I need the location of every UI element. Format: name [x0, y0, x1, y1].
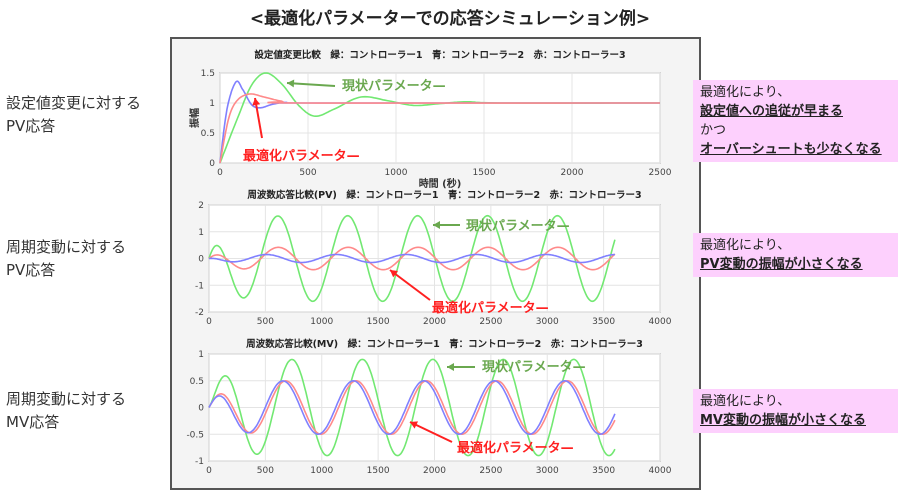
note-emphasis: オーバーシュートも少なくなる [700, 142, 882, 157]
x-tick-label: 2000 [561, 168, 584, 178]
x-tick-label: 2500 [479, 317, 502, 327]
chart-title: 周波数応答比較(MV) 緑：コントローラー1 青：コントローラー2 赤：コントロ… [246, 338, 643, 350]
current-label-1: 現状パラメータ— [342, 78, 446, 94]
y-tick-label: 0 [209, 159, 215, 169]
x-tick-label: 2500 [479, 466, 502, 476]
x-tick-label: 3500 [592, 317, 615, 327]
series-line-red [208, 246, 616, 271]
chart-1: 設定値変更比較 緑：コントローラー1 青：コントローラー2 赤：コントローラー3… [188, 49, 672, 190]
y-tick-label: -1 [195, 457, 204, 467]
y-tick-label: 1 [209, 99, 215, 109]
series-line-blue [208, 253, 615, 264]
y-tick-label: 0.5 [190, 377, 204, 387]
optimized-label-3: 最適化パラメータ— [457, 440, 574, 456]
row-label-line: MV応答 [6, 413, 60, 431]
row-label-pv-periodic: 周期変動に対する PV応答 [6, 236, 126, 282]
series-line-red [219, 93, 660, 164]
note-text: かつ [700, 123, 727, 138]
row-label-line: 周期変動に対する [6, 238, 127, 256]
x-tick-label: 500 [257, 317, 274, 327]
chart-title: 周波数応答比較(PV) 緑：コントローラー1 青：コントローラー2 赤：コントロ… [247, 189, 641, 201]
y-tick-label: 1 [198, 350, 204, 360]
x-tick-label: 1000 [310, 466, 333, 476]
current-2-arrowhead-icon [433, 221, 440, 229]
current-label-2: 現状パラメータ— [466, 218, 570, 234]
x-tick-label: 2500 [649, 168, 672, 178]
y-tick-label: 0 [198, 404, 204, 414]
note-text: 最適化により、 [700, 394, 791, 409]
x-tick-label: 1000 [310, 317, 333, 327]
y-tick-label: 2 [198, 201, 204, 211]
y-tick-label: -0.5 [186, 430, 204, 440]
row-label-line: PV応答 [6, 117, 56, 135]
row-label-line: 設定値変更に対する [6, 94, 142, 112]
row-label-line: PV応答 [6, 261, 56, 279]
current-1-arrow [286, 82, 336, 87]
x-axis-label: 時間 (秒) [419, 177, 462, 190]
chart-3: 周波数応答比較(MV) 緑：コントローラー1 青：コントローラー2 赤：コントロ… [186, 338, 671, 476]
x-tick-label: 3500 [592, 466, 615, 476]
y-axis-label: 振幅 [188, 108, 201, 128]
x-tick-label: 1500 [367, 317, 390, 327]
note-setpoint: 最適化により、 設定値への追従が早まる かつ オーバーシュートも少なくなる [693, 80, 898, 162]
y-tick-label: 1 [198, 228, 204, 238]
x-tick-label: 2000 [423, 317, 446, 327]
y-tick-label: -2 [195, 308, 204, 318]
series-line-green [208, 214, 616, 303]
optimized-3-arrowhead-icon [410, 421, 419, 429]
y-tick-label: 1.5 [201, 69, 215, 79]
note-pv: 最適化により、 PV変動の振幅が小さくなる [693, 233, 898, 277]
chart-title: 設定値変更比較 緑：コントローラー1 青：コントローラー2 赤：コントローラー3 [254, 49, 625, 61]
series-line-red [208, 379, 616, 435]
x-tick-label: 4000 [649, 317, 672, 327]
optimized-3-arrow [409, 421, 453, 443]
x-tick-label: 3000 [536, 466, 559, 476]
current-1-arrowhead-icon [287, 79, 295, 88]
y-tick-label: 0 [198, 255, 204, 265]
optimized-label-1: 最適化パラメータ— [243, 148, 360, 164]
current-3-arrowhead-icon [447, 363, 454, 371]
series-line-green [208, 358, 616, 457]
optimized-1-arrowhead-icon [252, 98, 261, 106]
optimized-2-arrow [389, 269, 431, 301]
x-tick-label: 3000 [536, 317, 559, 327]
y-tick-label: 0.5 [201, 129, 215, 139]
row-label-mv-periodic: 周期変動に対する MV応答 [6, 388, 126, 434]
note-emphasis: PV変動の振幅が小さくなる [700, 257, 863, 272]
note-emphasis: 設定値への追従が早まる [700, 104, 844, 119]
note-emphasis: MV変動の振幅が小さくなる [700, 413, 866, 428]
x-tick-label: 2000 [423, 466, 446, 476]
optimized-2-arrowhead-icon [390, 270, 398, 278]
series-line-blue [208, 379, 616, 435]
y-tick-label: -1 [195, 281, 204, 291]
page-title: <最適化パラメーターでの応答シミュレーション例> [249, 9, 651, 29]
x-tick-label: 0 [206, 317, 212, 327]
x-tick-label: 4000 [649, 466, 672, 476]
row-label-line: 周期変動に対する [6, 390, 127, 408]
x-tick-label: 500 [299, 168, 316, 178]
current-label-3: 現状パラメータ— [482, 359, 586, 375]
x-tick-label: 1500 [367, 466, 390, 476]
chart-2: 周波数応答比較(PV) 緑：コントローラー1 青：コントローラー2 赤：コントロ… [195, 189, 672, 327]
plot-area [219, 72, 661, 164]
note-text: 最適化により、 [700, 238, 791, 253]
note-mv: 最適化により、 MV変動の振幅が小さくなる [693, 389, 898, 433]
note-text: 最適化により、 [700, 85, 791, 100]
x-tick-label: 500 [257, 466, 274, 476]
x-tick-label: 0 [206, 466, 212, 476]
x-tick-label: 0 [217, 168, 223, 178]
x-tick-label: 1500 [473, 168, 496, 178]
x-tick-label: 1000 [385, 168, 408, 178]
row-label-setpoint: 設定値変更に対する PV応答 [6, 92, 141, 138]
optimized-label-2: 最適化パラメータ— [432, 300, 549, 316]
